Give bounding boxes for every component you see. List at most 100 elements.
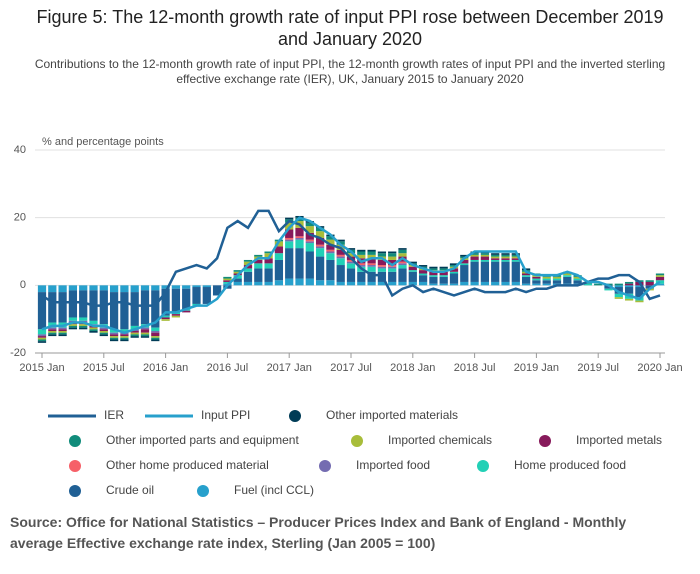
bar-segment [449,263,459,266]
bar-segment [109,329,119,333]
bar-segment [614,287,623,294]
bar-segment [480,261,490,282]
bar-segment [79,317,88,321]
bar-segment [460,265,469,282]
bar-segment [305,239,314,242]
x-tick-label: 2016 Jan [143,362,188,374]
bar-segment [398,249,407,254]
bar-segment [470,254,479,257]
bar-segment [439,266,448,269]
legend-label: Fuel (incl CCL) [234,483,314,497]
bar-segment [285,217,294,220]
bar-segment [655,273,665,276]
bar-segment [305,278,314,286]
bar-segment [315,246,325,249]
bar-segment [449,273,459,284]
bar-segment [109,285,119,293]
bar-segment [295,278,304,286]
legend-label: Imported chemicals [388,433,492,447]
bar-segment [491,256,500,259]
x-tick-label: 2018 Jul [454,362,496,374]
bar-segment [254,259,263,264]
bar-segment [285,229,294,238]
bar-segment [491,253,500,255]
bar-segment [120,337,129,340]
bar-segment [449,265,459,267]
bar-segment [79,325,88,328]
bar-segment [130,332,139,335]
bar-segment [315,227,325,232]
bar-segment [563,273,572,276]
bar-segment [120,285,129,293]
bar-segment [583,283,593,286]
bar-segment [511,254,520,257]
bar-segment [346,253,356,257]
bar-segment [563,275,572,277]
bar-segment [130,334,139,337]
bar-segment [367,271,376,282]
bar-segment [532,283,541,286]
bar-segment [326,253,335,260]
bar-segment [264,268,273,282]
bar-segment [398,268,407,282]
bar-segment [151,339,160,342]
bar-segment [418,265,428,267]
bar-segment [37,329,47,335]
bar-segment [151,336,160,338]
legend-marker [539,435,551,447]
bar-segment [305,251,314,279]
x-tick-label: 2020 Jan [637,362,682,374]
bar-segment [480,254,490,257]
x-tick-label: 2019 Jul [577,362,619,374]
x-tick-label: 2018 Jan [390,362,435,374]
bar-segment [346,261,356,264]
bar-segment [367,281,376,286]
bar-segment [418,281,428,286]
bar-segment [552,276,562,279]
bar-segment [120,292,129,330]
bar-segment [614,283,623,286]
bar-segment [48,331,57,333]
bar-segment [285,237,294,240]
bar-segment [254,263,263,269]
bar-segment [346,259,356,262]
bar-segment [460,254,469,257]
bar-segment [480,256,490,260]
bar-segment [429,276,438,284]
bar-segment [645,285,654,289]
bar-segment [408,266,417,271]
bar-segment [429,271,438,276]
bar-segment [398,265,407,269]
bar-segment [563,276,572,284]
bar-segment [408,281,417,286]
bar-segment [79,290,88,318]
bar-segment [511,281,520,286]
bar-segment [161,319,170,321]
legend-marker [319,460,331,472]
bar-segment [470,253,479,255]
bar-segment [233,281,242,286]
legend-label: Imported metals [576,433,662,447]
bar-segment [315,256,325,281]
bar-segment [439,268,448,271]
bar-segment [274,241,284,247]
bar-segment [99,332,108,335]
bar-segment [511,258,520,260]
bar-segment [418,275,428,282]
bar-segment [151,290,160,328]
bar-segment [398,281,407,286]
bar-segment [171,314,181,316]
bar-segment [58,332,67,335]
bar-segment [48,327,57,330]
bar-segment [182,288,191,310]
bar-segment [470,256,479,260]
bar-segment [439,283,448,286]
bar-segment [624,281,634,284]
bar-segment [326,244,335,250]
legend-label: Crude oil [106,483,154,497]
bar-segment [336,239,345,242]
bar-segment [233,270,242,272]
bar-segment [573,276,582,279]
bar-segment [130,325,139,330]
bar-segment [285,248,294,279]
